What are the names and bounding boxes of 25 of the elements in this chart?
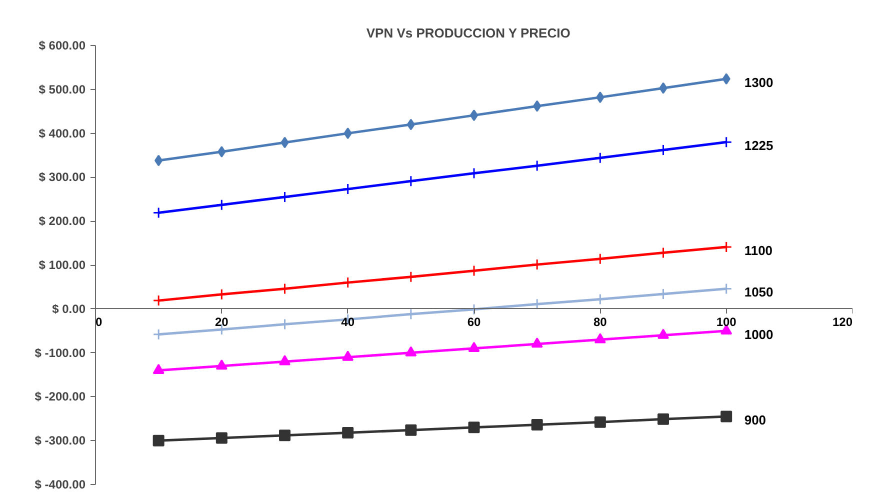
x-tick-label: 80 [593,314,608,329]
x-tick-label: 20 [214,314,229,329]
y-tick-label: $ 400.00 [38,126,86,140]
x-tick-label: 100 [716,314,737,329]
chart-title: VPN Vs PRODUCCION Y PRECIO [366,26,570,40]
y-tick-label: $ -200.00 [34,390,86,404]
series-label: 1225 [744,138,774,154]
series-label: 1050 [744,284,774,300]
x-tick-label: 0 [96,314,102,329]
y-tick-label: $ -400.00 [34,478,86,492]
series-label: 1100 [744,243,773,258]
series-label: 900 [744,412,766,428]
y-tick-label: $ -300.00 [34,434,86,448]
x-tick-label: 40 [341,314,355,329]
y-tick-label: $ 200.00 [38,214,86,228]
y-tick-label: $ 100.00 [38,258,86,272]
series-label: 1000 [744,326,774,342]
y-tick-label: $ 300.00 [38,170,86,184]
y-tick-label: $ 0.00 [52,302,86,316]
y-tick-label: $ 600.00 [38,38,86,52]
x-tick-label: 120 [832,314,853,329]
y-tick-label: $ 500.00 [38,82,86,96]
y-tick-label: $ -100.00 [34,346,86,360]
x-tick-label: 60 [467,314,481,329]
series-label: 1300 [744,74,774,90]
